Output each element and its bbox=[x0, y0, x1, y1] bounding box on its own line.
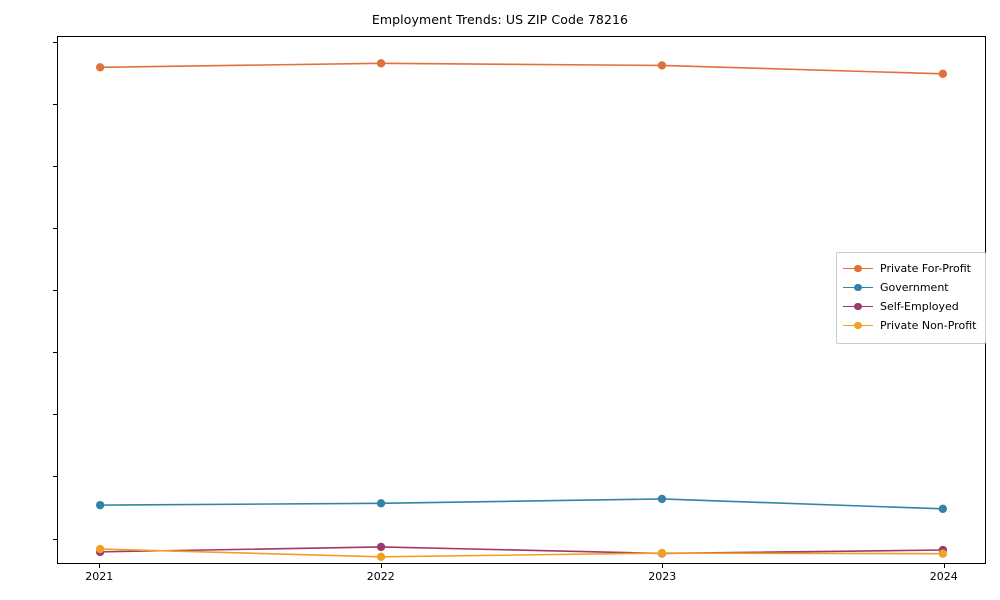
x-tick-label: 2022 bbox=[366, 570, 395, 583]
data-point bbox=[657, 548, 667, 558]
series-private-non-profit bbox=[95, 544, 948, 561]
x-tick-label: 2021 bbox=[85, 570, 114, 583]
legend-item[interactable]: Private For-Profit bbox=[843, 259, 979, 278]
legend-item[interactable]: Self-Employed bbox=[843, 297, 979, 316]
legend-marker-icon bbox=[843, 320, 873, 332]
legend-marker-icon bbox=[843, 282, 873, 294]
series-government bbox=[95, 494, 948, 514]
legend-label: Self-Employed bbox=[880, 300, 959, 313]
series-canvas bbox=[95, 59, 948, 561]
x-tick-label: 2023 bbox=[648, 570, 677, 583]
legend-label: Private For-Profit bbox=[880, 262, 971, 275]
x-tick-label: 2024 bbox=[929, 570, 958, 583]
x-tick-mark bbox=[380, 564, 382, 568]
data-point bbox=[376, 542, 386, 552]
data-point bbox=[95, 544, 105, 554]
chart-legend[interactable]: Private For-Profit Government Self-Employe… bbox=[836, 252, 986, 344]
data-point bbox=[938, 504, 948, 514]
series-line bbox=[99, 548, 944, 558]
x-tick-mark bbox=[943, 564, 945, 568]
data-point bbox=[95, 63, 105, 72]
plot-area bbox=[57, 36, 986, 564]
data-point bbox=[657, 61, 667, 70]
x-tick-mark bbox=[662, 564, 664, 568]
series-line bbox=[99, 498, 944, 510]
data-point bbox=[376, 499, 386, 508]
legend-marker-icon bbox=[843, 263, 873, 275]
data-point bbox=[95, 500, 105, 510]
data-point bbox=[376, 552, 386, 561]
x-tick-mark bbox=[99, 564, 101, 568]
data-point bbox=[657, 494, 667, 504]
legend-marker-icon bbox=[843, 301, 873, 313]
series-line bbox=[99, 546, 944, 555]
legend-label: Private Non-Profit bbox=[880, 319, 977, 332]
legend-label: Government bbox=[880, 281, 949, 294]
series-private-for-profit bbox=[95, 59, 948, 79]
legend-item[interactable]: Government bbox=[843, 278, 979, 297]
legend-item[interactable]: Private Non-Profit bbox=[843, 316, 979, 335]
series-line bbox=[99, 62, 944, 75]
page-title: Employment Trends: US ZIP Code 78216 bbox=[371, 12, 629, 27]
data-point bbox=[376, 59, 386, 68]
data-point bbox=[938, 69, 948, 79]
data-point bbox=[938, 549, 948, 558]
